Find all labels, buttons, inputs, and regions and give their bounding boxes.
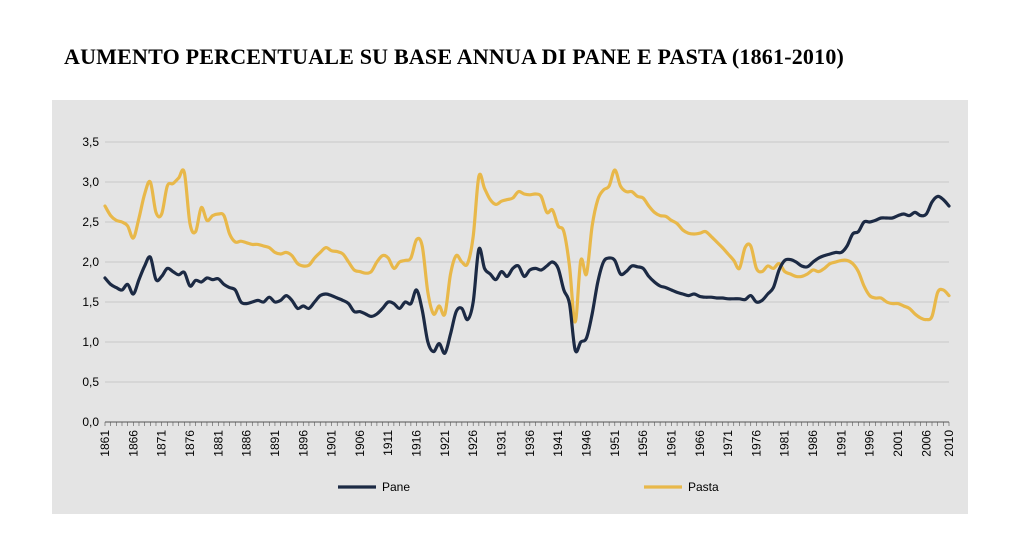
x-tick-label: 1896 bbox=[296, 430, 310, 457]
x-tick-label: 1956 bbox=[636, 430, 650, 457]
x-tick-label: 1911 bbox=[381, 430, 395, 456]
x-tick-label: 2001 bbox=[891, 430, 905, 457]
x-tick-label: 1951 bbox=[608, 430, 622, 457]
line-chart: 0,0 0,5 1,0 1,5 2,0 2,5 3,0 3,5 1861 1866 1871 187… bbox=[82, 135, 956, 494]
y-tick-label: 0,5 bbox=[82, 375, 99, 389]
x-tick-label: 1941 bbox=[551, 430, 565, 457]
x-tick-label: 1876 bbox=[183, 430, 197, 457]
series-line-pasta bbox=[103, 168, 951, 324]
y-tick-label: 2,0 bbox=[82, 255, 99, 269]
x-tick-label: 1866 bbox=[126, 430, 140, 457]
legend-label-pasta: Pasta bbox=[688, 480, 719, 494]
x-tick-label: 1926 bbox=[466, 430, 480, 457]
x-tick-label: 1961 bbox=[664, 430, 678, 457]
y-tick-label: 3,5 bbox=[82, 135, 99, 149]
y-tick-label: 0,0 bbox=[82, 415, 99, 429]
x-tick-label: 1861 bbox=[98, 430, 112, 457]
x-tick-label: 1981 bbox=[778, 430, 792, 457]
legend: Pane Pasta bbox=[338, 480, 719, 494]
x-tick-label: 1931 bbox=[495, 430, 509, 457]
x-tick-label: 1936 bbox=[523, 430, 537, 457]
x-tick-label: 1971 bbox=[721, 430, 735, 457]
x-tick-label: 1881 bbox=[211, 430, 225, 457]
gridlines bbox=[105, 141, 949, 423]
x-tick-label: 1996 bbox=[863, 430, 877, 457]
x-tick-label: 1871 bbox=[155, 430, 169, 457]
x-tick-label: 1966 bbox=[693, 430, 707, 457]
x-tick-label: 1946 bbox=[579, 430, 593, 457]
chart-panel: 0,0 0,5 1,0 1,5 2,0 2,5 3,0 3,5 1861 1866 1871 187… bbox=[52, 100, 968, 514]
x-tick-label: 1986 bbox=[806, 430, 820, 457]
x-tick-label: 2010 bbox=[942, 430, 956, 457]
x-tick-label: 1886 bbox=[240, 430, 254, 457]
y-tick-label: 1,0 bbox=[82, 335, 99, 349]
x-tick-label: 1921 bbox=[438, 430, 452, 457]
series-line-pane bbox=[103, 194, 951, 355]
x-tick-label: 1976 bbox=[749, 430, 763, 457]
y-tick-label: 1,5 bbox=[82, 295, 99, 309]
x-tick-label: 1891 bbox=[268, 430, 282, 457]
x-axis-tick-marks bbox=[104, 422, 950, 426]
legend-label-pane: Pane bbox=[382, 480, 410, 494]
x-tick-label: 1991 bbox=[834, 430, 848, 457]
x-tick-label: 2006 bbox=[919, 430, 933, 457]
chart-title: AUMENTO PERCENTUALE SU BASE ANNUA DI PAN… bbox=[64, 44, 845, 69]
x-tick-label: 1901 bbox=[325, 430, 339, 457]
y-tick-label: 3,0 bbox=[82, 175, 99, 189]
series-lines bbox=[103, 168, 951, 355]
x-tick-label: 1906 bbox=[353, 430, 367, 457]
y-axis-ticks: 0,0 0,5 1,0 1,5 2,0 2,5 3,0 3,5 bbox=[82, 135, 99, 429]
y-tick-label: 2,5 bbox=[82, 215, 99, 229]
x-tick-label: 1916 bbox=[410, 430, 424, 457]
x-axis-ticks: 1861 1866 1871 1876 1881 1886 1891 1896 1901 1906… bbox=[98, 430, 956, 457]
